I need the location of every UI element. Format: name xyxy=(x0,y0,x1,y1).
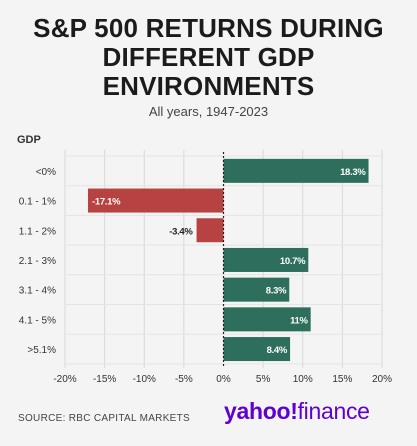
bar-6 xyxy=(223,337,291,362)
value-label-5: 11% xyxy=(290,315,308,326)
chart-title: S&P 500 RETURNS DURING DIFFERENT GDP ENV… xyxy=(0,14,417,101)
source-note: SOURCE: RBC CAPITAL MARKETS xyxy=(18,413,191,424)
category-label-2: 1.1 - 2% xyxy=(19,226,56,237)
value-label-0: 18.3% xyxy=(340,167,366,178)
value-label-6: 8.4% xyxy=(267,345,288,356)
bar-4 xyxy=(223,277,290,302)
title-line-2: DIFFERENT GDP xyxy=(102,42,315,72)
bar-chart: <0% 18.3% 0.1 - 1% -17.1% 1.1 - 2% -3.4% 2.1 -… xyxy=(19,150,392,385)
category-label-4: 3.1 - 4% xyxy=(19,286,56,297)
title-line-3: ENVIRONMENTS xyxy=(102,71,315,101)
y-axis-title: GDP xyxy=(17,134,41,146)
x-tick-label-3: -5% xyxy=(175,374,193,385)
x-tick-label-4: 0% xyxy=(216,374,231,385)
x-tick-label-8: 20% xyxy=(372,374,392,385)
category-label-5: 4.1 - 5% xyxy=(19,315,56,326)
bar-2 xyxy=(196,218,224,243)
x-tick-label-0: -20% xyxy=(53,374,76,385)
title-line-1: S&P 500 RETURNS DURING xyxy=(33,13,384,43)
category-label-3: 2.1 - 3% xyxy=(19,256,56,267)
category-label-6: >5.1% xyxy=(27,345,56,356)
yahoo-finance-logo: yahoo!finance xyxy=(224,398,370,425)
category-label-1: 0.1 - 1% xyxy=(19,197,56,208)
bar-3 xyxy=(223,247,309,272)
value-label-3: 10.7% xyxy=(280,256,306,267)
category-label-0: <0% xyxy=(36,167,56,178)
logo-part-b: finance xyxy=(297,398,370,424)
value-label-1: -17.1% xyxy=(92,197,121,208)
x-tick-label-1: -15% xyxy=(93,374,116,385)
bar-5 xyxy=(223,307,311,332)
bar-1 xyxy=(87,188,224,213)
value-label-2: -3.4% xyxy=(169,226,193,237)
logo-part-a: yahoo! xyxy=(224,398,298,424)
x-tick-label-7: 15% xyxy=(332,374,352,385)
x-tick-label-6: 10% xyxy=(293,374,313,385)
x-tick-label-2: -10% xyxy=(133,374,156,385)
value-label-4: 8.3% xyxy=(266,286,287,297)
chart-subtitle: All years, 1947-2023 xyxy=(148,104,269,119)
bar-0 xyxy=(223,158,369,183)
x-tick-label-5: 5% xyxy=(256,374,271,385)
